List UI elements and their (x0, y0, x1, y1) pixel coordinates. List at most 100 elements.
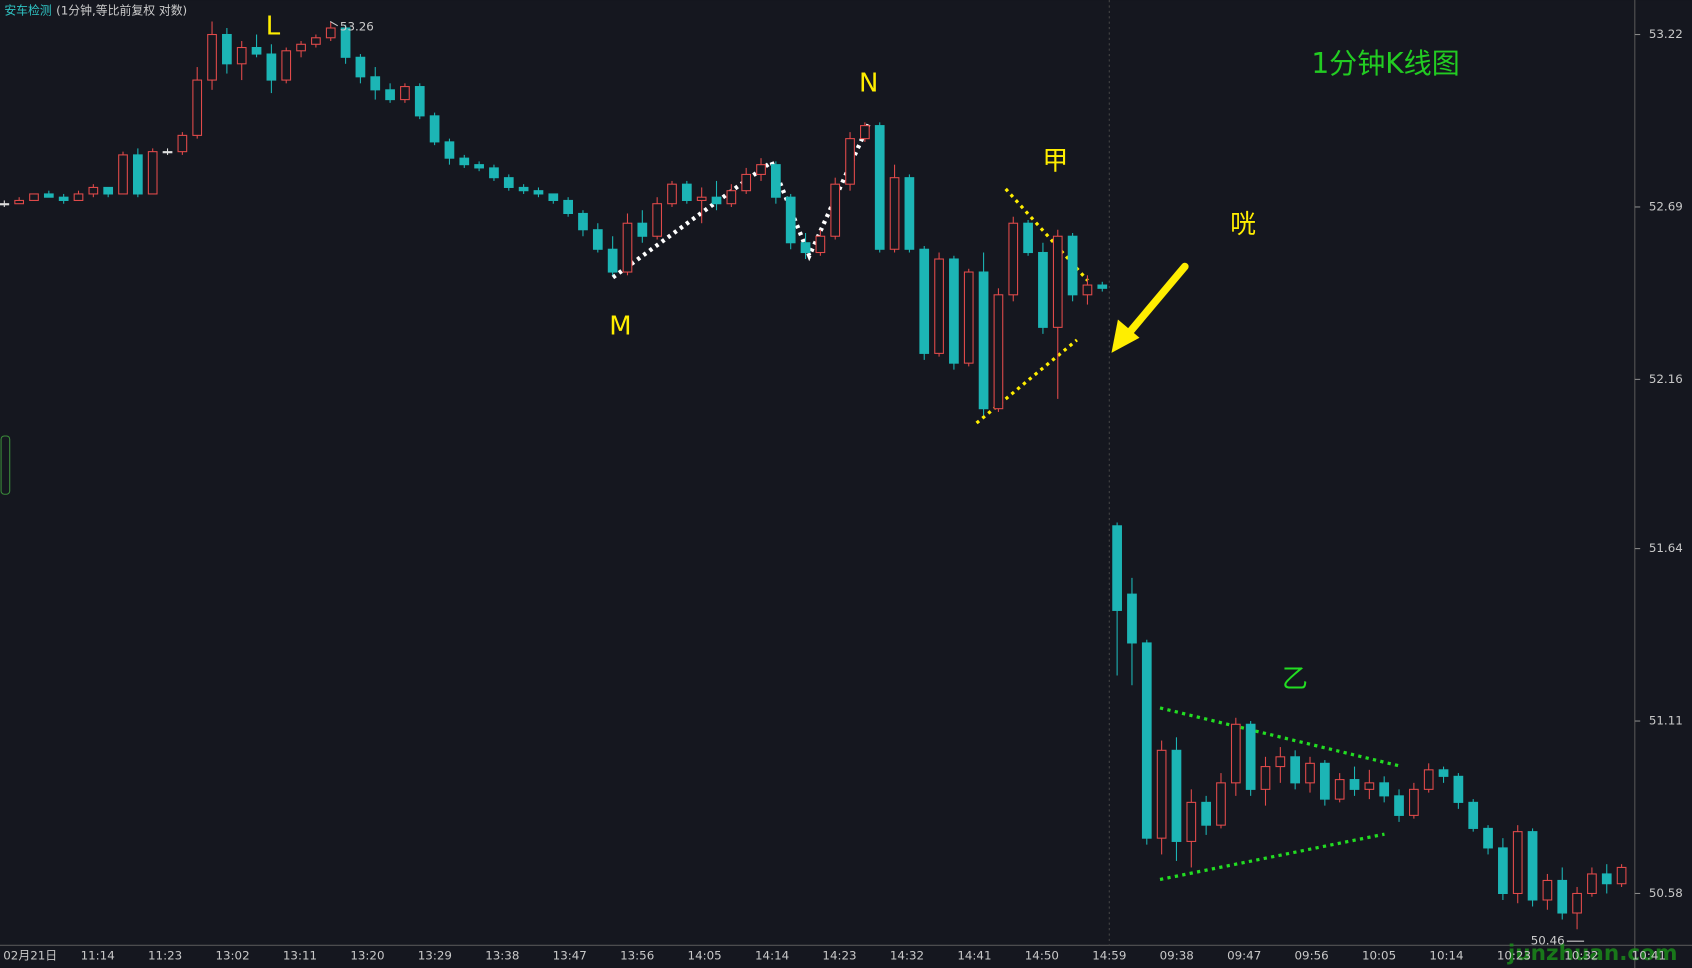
candle-body (1216, 782, 1226, 826)
candle-body (340, 27, 351, 58)
candle-body (1587, 873, 1597, 895)
candle-body (1409, 788, 1419, 816)
y-tick-label: 51.11 (1649, 714, 1683, 728)
candle-body (815, 235, 826, 254)
arrow-head (1111, 319, 1140, 353)
candle-body (414, 86, 425, 117)
x-tick-label: 09:47 (1227, 949, 1261, 963)
candle-body (1171, 749, 1182, 842)
annotation: N (859, 69, 878, 99)
candle-body (222, 33, 232, 65)
stock-name: 安车检测 (4, 3, 51, 17)
x-tick-label: 13:56 (620, 949, 654, 963)
candle-body (1290, 756, 1301, 784)
candle-body (73, 193, 84, 201)
x-tick-label: 14:23 (822, 949, 856, 963)
candle-body (637, 222, 648, 237)
candle-body (1112, 525, 1122, 611)
x-tick-label: 02月21日 (3, 949, 57, 963)
candle-body (667, 183, 677, 205)
candle-body (652, 203, 663, 237)
candle-body (963, 271, 974, 364)
candle-body (474, 164, 484, 169)
candle-body (1468, 801, 1479, 829)
candle-body (993, 294, 1004, 410)
x-tick-label: 10:41 (1632, 949, 1666, 963)
y-tick-label: 53.22 (1649, 27, 1683, 41)
candle-body (1572, 892, 1582, 914)
candle-body (207, 33, 217, 81)
y-tick-label: 52.16 (1649, 372, 1683, 386)
candle-body (14, 199, 25, 205)
scroll-indicator (0, 435, 11, 495)
candle-body (132, 154, 143, 195)
candle-body (1334, 779, 1345, 800)
candle-body (444, 141, 455, 159)
candle-body (1542, 879, 1553, 901)
y-tick-label: 50.58 (1649, 886, 1683, 900)
candle-body (1527, 831, 1538, 901)
candle-body (1319, 762, 1330, 800)
candle-body (949, 258, 959, 364)
x-tick-label: 10:23 (1497, 949, 1531, 963)
candle-body (29, 193, 39, 201)
candle-body (1498, 847, 1508, 895)
candle-body (103, 186, 114, 195)
candle-body (889, 177, 900, 250)
x-tick-label: 13:20 (350, 949, 384, 963)
y-tick-label: 51.64 (1649, 541, 1683, 555)
candle-body (860, 125, 870, 140)
candle-body (177, 134, 188, 153)
candle-body (607, 248, 618, 273)
annotation: L (266, 12, 281, 42)
price-pointer (329, 21, 339, 27)
chart-mode: (1分钟,等比前复权 对数) (56, 3, 187, 17)
candle-body (88, 186, 99, 195)
candle-body (845, 138, 855, 185)
candle-body (548, 193, 559, 201)
candle-body (563, 199, 573, 215)
candle-body (503, 177, 514, 188)
candle-body (830, 183, 841, 237)
candle-body (1364, 782, 1375, 790)
candle-body (1512, 831, 1523, 895)
x-tick-label: 14:50 (1025, 949, 1059, 963)
triangle-line (1159, 706, 1402, 768)
x-tick-label: 14:05 (688, 949, 722, 963)
annotation: 甲 (1042, 146, 1068, 176)
x-tick-label: 13:47 (553, 949, 587, 963)
candle-body (1156, 749, 1167, 839)
candle-body (1038, 251, 1048, 328)
x-tick-label: 13:11 (283, 949, 317, 963)
candle-body (1275, 756, 1286, 768)
watermark: junzhuan.com (1507, 941, 1678, 966)
candle-body (1557, 879, 1568, 914)
candle-body (578, 212, 588, 231)
candle-body (1052, 235, 1063, 328)
annotation: M (609, 311, 631, 341)
candle-body (325, 27, 336, 39)
candle-body (622, 222, 633, 273)
candle-body (400, 86, 410, 101)
candle-body (518, 186, 529, 192)
candle-body (919, 248, 930, 354)
candle-body (1008, 222, 1019, 296)
candle-body (756, 164, 766, 175)
x-tick-label: 10:05 (1362, 949, 1396, 963)
candle-body (785, 196, 796, 244)
candle-body (726, 190, 737, 205)
candle-body (192, 79, 203, 136)
x-tick-label: 09:56 (1295, 949, 1329, 963)
candle-body (874, 125, 885, 250)
candle-body (1601, 873, 1612, 885)
candle-body (118, 154, 128, 195)
candle-body (1023, 222, 1033, 254)
candle-body (1379, 782, 1390, 797)
x-tick-label: 14:59 (1092, 949, 1126, 963)
arrow (1123, 262, 1189, 339)
candle-body (934, 258, 944, 354)
candle-body (296, 43, 306, 52)
candle-body (1245, 723, 1256, 790)
candle-body (1127, 593, 1137, 644)
